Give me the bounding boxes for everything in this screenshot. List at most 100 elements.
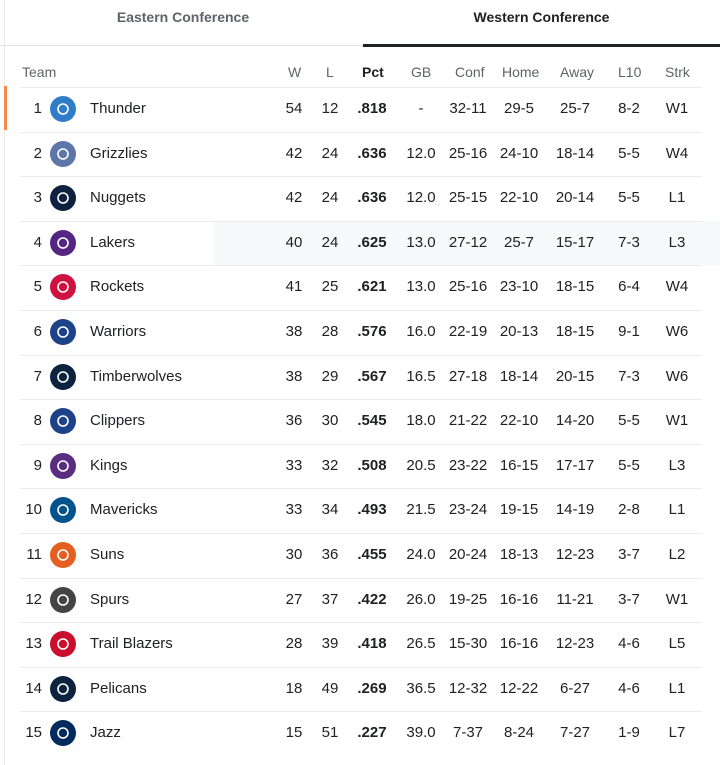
stat-l: 24 xyxy=(321,233,339,251)
row-divider xyxy=(20,309,702,311)
team-name[interactable]: Nuggets xyxy=(90,189,146,207)
team-name[interactable]: Pelicans xyxy=(90,679,147,697)
stat-home: 25-7 xyxy=(503,233,535,251)
table-row[interactable]: 2 Grizzlies 42 24 .636 12.0 25-16 24-10 18-14 5-5… xyxy=(0,131,720,177)
stat-w: 30 xyxy=(285,545,303,563)
suns-logo xyxy=(50,541,76,568)
stat-l10: 9-1 xyxy=(618,322,640,340)
col-w[interactable]: W xyxy=(288,64,302,80)
timberwolves-logo xyxy=(50,363,76,390)
stat-strk: L1 xyxy=(668,501,686,519)
stat-l: 24 xyxy=(321,189,339,207)
team-name[interactable]: Clippers xyxy=(90,412,146,430)
team-rank: 5 xyxy=(33,278,42,296)
team-rank: 1 xyxy=(33,100,42,117)
stat-pct: .625 xyxy=(357,233,387,251)
table-row[interactable]: 13 Trail Blazers 28 39 .418 26.5 15-30 16-16 12-… xyxy=(0,622,720,667)
lakers-logo xyxy=(50,229,76,256)
spurs-logo xyxy=(50,586,76,613)
stat-pct: .422 xyxy=(357,590,387,608)
team-name[interactable]: Mavericks xyxy=(90,501,158,519)
stat-strk: W4 xyxy=(665,144,689,162)
stat-away: 20-15 xyxy=(555,367,595,385)
stat-l: 32 xyxy=(321,456,339,474)
stat-w: 27 xyxy=(285,590,303,608)
table-row[interactable]: 3 Nuggets 42 24 .636 12.0 25-15 22-10 20-14 5-5 L1 xyxy=(0,176,720,221)
table-row[interactable]: 15 Jazz 15 51 .227 39.0 7-37 8-24 7-27 1-9 L7 xyxy=(0,711,720,756)
col-team[interactable]: Team xyxy=(22,64,57,80)
stat-w: 33 xyxy=(285,501,303,519)
tab-western-label: Western Conference xyxy=(473,9,610,25)
stat-conf: 25-16 xyxy=(448,144,488,162)
stat-away: 7-27 xyxy=(559,724,591,742)
row-divider xyxy=(20,399,702,401)
table-row[interactable]: 6 Warriors 38 28 .576 16.0 22-19 20-13 18-15 9-1 W… xyxy=(0,309,720,355)
team-name[interactable]: Grizzlies xyxy=(90,144,148,162)
team-rank: 2 xyxy=(33,144,42,162)
grizzlies-logo xyxy=(50,140,76,167)
stat-conf: 20-24 xyxy=(448,545,488,563)
table-row[interactable]: 1 Thunder 54 12 .818 - 32-11 29-5 25-7 8-2 W1 xyxy=(0,87,720,132)
col-l10[interactable]: L10 xyxy=(618,64,642,80)
stat-away: 20-14 xyxy=(555,189,595,207)
stat-gb: 39.0 xyxy=(406,724,436,742)
team-rank: 10 xyxy=(25,501,42,519)
stat-strk: L1 xyxy=(668,679,686,697)
stat-away: 25-7 xyxy=(559,100,591,117)
col-conf[interactable]: Conf xyxy=(455,64,485,80)
col-pct[interactable]: Pct xyxy=(362,64,384,80)
table-row[interactable]: 5 Rockets 41 25 .621 13.0 25-16 23-10 18-15 6-4 W4 xyxy=(0,265,720,310)
stat-away: 11-21 xyxy=(556,590,594,608)
stat-pct: .269 xyxy=(357,679,387,697)
table-row[interactable]: 10 Mavericks 33 34 .493 21.5 23-24 19-15 14-19 2-… xyxy=(0,488,720,533)
team-name[interactable]: Trail Blazers xyxy=(90,635,173,653)
team-name[interactable]: Jazz xyxy=(90,724,121,742)
stat-conf: 21-22 xyxy=(448,412,488,430)
team-rank: 15 xyxy=(25,724,42,742)
row-divider xyxy=(20,443,702,445)
team-name[interactable]: Warriors xyxy=(90,322,147,340)
stat-l: 37 xyxy=(321,590,339,608)
table-row[interactable]: 4 Lakers 40 24 .625 13.0 27-12 25-7 15-17 7-3 L3 xyxy=(0,220,720,266)
stat-pct: .818 xyxy=(357,100,387,117)
stat-strk: W6 xyxy=(665,367,689,385)
team-name[interactable]: Rockets xyxy=(90,278,145,296)
table-row[interactable]: 7 Timberwolves 38 29 .567 16.5 27-18 18-14 20-15… xyxy=(0,354,720,400)
stat-gb: 18.0 xyxy=(406,412,436,430)
team-name[interactable]: Thunder xyxy=(90,100,146,117)
table-row[interactable]: 9 Kings 33 32 .508 20.5 23-22 16-15 17-17 5-5 L3 xyxy=(0,443,720,489)
table-row[interactable]: 14 Pelicans 18 49 .269 36.5 12-32 12-22 6-27 4-6 L… xyxy=(0,666,720,712)
tab-western-conference[interactable]: Western Conference xyxy=(363,0,720,47)
team-name[interactable]: Kings xyxy=(90,456,128,474)
stat-w: 41 xyxy=(285,278,303,296)
stat-w: 36 xyxy=(285,412,303,430)
row-divider xyxy=(20,666,702,668)
stat-l: 30 xyxy=(321,412,339,430)
stat-l10: 3-7 xyxy=(618,590,640,608)
stat-l10: 7-3 xyxy=(618,367,640,385)
thunder-logo xyxy=(50,96,76,122)
col-l[interactable]: L xyxy=(326,64,334,80)
stat-pct: .455 xyxy=(357,545,387,563)
stat-conf: 27-12 xyxy=(448,233,488,251)
col-away[interactable]: Away xyxy=(560,64,594,80)
team-name[interactable]: Spurs xyxy=(90,590,130,608)
stat-strk: W1 xyxy=(665,590,689,608)
team-name[interactable]: Timberwolves xyxy=(90,367,182,385)
stat-gb: 13.0 xyxy=(406,233,436,251)
stat-pct: .545 xyxy=(357,412,387,430)
table-row[interactable]: 12 Spurs 27 37 .422 26.0 19-25 16-16 11-21 3-7 W1 xyxy=(0,577,720,623)
stat-conf: 23-24 xyxy=(448,501,488,519)
col-strk[interactable]: Strk xyxy=(665,64,690,80)
tab-eastern-conference[interactable]: Eastern Conference xyxy=(116,9,250,25)
table-row[interactable]: 8 Clippers 36 30 .545 18.0 21-22 22-10 14-20 5-5 W… xyxy=(0,399,720,444)
stat-strk: W6 xyxy=(665,322,689,340)
col-home[interactable]: Home xyxy=(502,64,540,80)
team-name[interactable]: Lakers xyxy=(90,233,136,251)
col-gb[interactable]: GB xyxy=(411,64,432,80)
trail-blazers-logo xyxy=(50,631,76,658)
stat-away: 12-23 xyxy=(555,545,595,563)
stat-home: 23-10 xyxy=(499,278,539,296)
team-name[interactable]: Suns xyxy=(90,545,125,563)
table-row[interactable]: 11 Suns 30 36 .455 24.0 20-24 18-13 12-23 3-7 L2 xyxy=(0,532,720,578)
